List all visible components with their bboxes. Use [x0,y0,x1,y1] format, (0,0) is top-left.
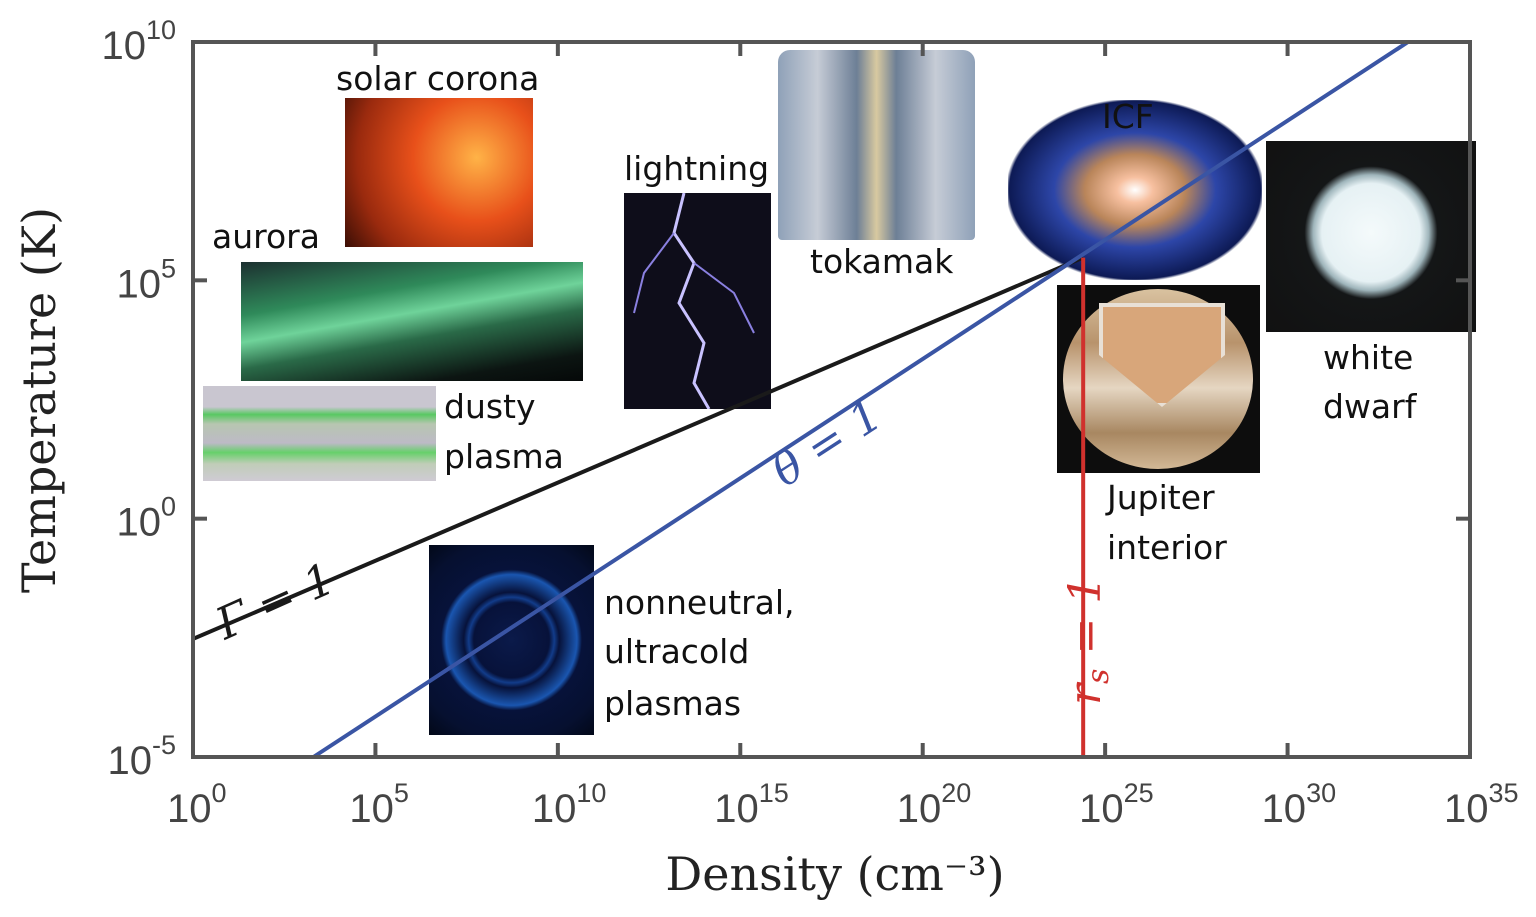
x-tick-label: 1025 [1079,778,1154,831]
gamma-line-label: Γ = 1 [208,553,342,650]
label-aurora: aurora [212,217,320,256]
tokamak-image [778,50,975,240]
y-tick-label: 105 [116,253,176,306]
rs-eq: = 1 [1060,576,1111,669]
rs-line-label: rs = 1 [1060,576,1116,705]
series-line-1 [312,40,1410,759]
dusty-plasma-image [203,386,436,481]
label-solar-corona: solar corona [336,59,540,98]
lightning-image [624,193,771,409]
x-axis-label: Density (cm⁻³) [665,847,1004,901]
y-axis-label: Temperature (K) [12,207,66,593]
theta-line-label: θ = 1 [763,389,891,497]
label-white: white [1323,338,1414,377]
icf-image [1008,100,1262,280]
aurora-image [241,262,583,381]
solar-corona-image [345,98,533,247]
x-tick-label: 1015 [714,778,789,831]
x-tick-label: 1030 [1262,778,1337,831]
nonneutral-plasma-image [429,545,594,735]
series-line-0 [192,255,1084,641]
x-tick-label: 1035 [1444,778,1519,831]
label-nonneutral: nonneutral, [604,583,795,622]
x-tick-label: 105 [349,778,409,831]
rs-s: s [1081,669,1116,684]
label-lightning: lightning [624,149,770,188]
plot-frame [191,40,1472,759]
label-plasma: plasma [444,437,564,476]
y-tick-label: 100 [116,492,176,545]
rs-r: r [1060,681,1111,705]
label-jupiter: Jupiter [1107,478,1215,517]
label-ultracold: ultracold [604,632,750,671]
x-tick-label: 100 [167,778,227,831]
label-dwarf: dwarf [1323,387,1417,426]
x-tick-label: 1010 [532,778,607,831]
y-tick-label: 1010 [101,15,176,68]
label-plasmas: plasmas [604,684,742,723]
y-tick-label: 10-5 [107,730,176,783]
label-icf: ICF [1102,97,1154,136]
jupiter-interior-image [1057,285,1260,473]
label-interior: interior [1107,528,1227,567]
white-dwarf-image [1266,141,1476,332]
label-dusty: dusty [444,387,536,426]
lightning-bolt-icon [633,193,755,409]
x-tick-label: 1020 [897,778,972,831]
label-tokamak: tokamak [810,242,954,281]
